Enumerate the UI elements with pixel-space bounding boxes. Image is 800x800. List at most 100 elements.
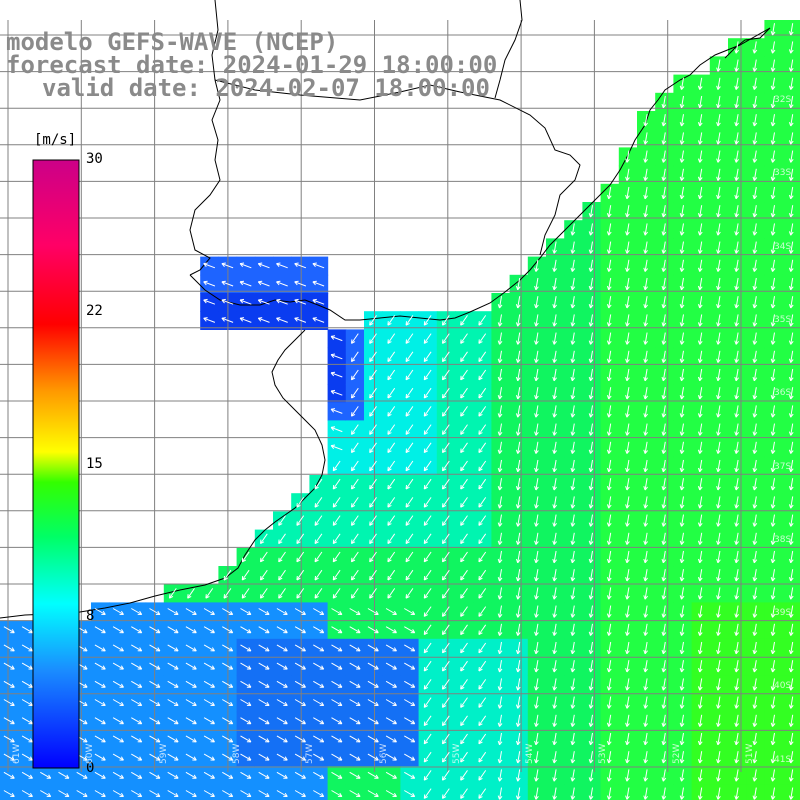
wind-arrow (497, 496, 503, 509)
wind-arrow (716, 732, 721, 746)
wind-arrow (716, 587, 721, 600)
wind-arrow (94, 790, 106, 797)
wind-arrow (697, 150, 703, 163)
wind-arrow (606, 550, 612, 564)
wind-arrow (588, 423, 594, 436)
wind-arrow (570, 368, 576, 382)
wind-arrow (534, 350, 539, 363)
wind-arrow (643, 696, 648, 709)
latitude-label: 38S (774, 534, 792, 545)
wind-arrow (257, 317, 270, 323)
wind-arrow (185, 662, 197, 670)
wind-arrow (258, 790, 270, 797)
wind-arrow (570, 641, 576, 655)
wind-arrow (349, 790, 361, 797)
wind-arrow (788, 314, 794, 327)
wind-arrow (3, 626, 15, 634)
wind-arrow (643, 569, 648, 582)
wind-arrow (442, 733, 450, 745)
wind-arrow (625, 732, 630, 746)
wind-arrow (679, 623, 685, 636)
wind-arrow (752, 314, 758, 327)
wind-arrow (788, 714, 794, 727)
wind-arrow (312, 262, 325, 269)
wind-arrow (625, 532, 630, 545)
wind-arrow (697, 241, 703, 254)
wind-arrow (258, 644, 270, 652)
wind-arrow (716, 605, 721, 618)
wind-arrow (606, 514, 612, 527)
wind-arrow (442, 715, 450, 727)
wind-arrow (167, 662, 179, 670)
wind-arrow (734, 95, 739, 109)
wind-arrow (276, 662, 288, 670)
wind-arrow (185, 790, 197, 797)
wind-arrow (788, 532, 794, 545)
wind-arrow (697, 441, 703, 454)
wind-arrow (351, 569, 359, 581)
wind-arrow (313, 717, 325, 725)
wind-arrow (222, 717, 234, 725)
latitude-label: 32S (774, 95, 792, 105)
wind-arrow (222, 680, 234, 688)
wind-arrow (497, 350, 503, 363)
wind-arrow (661, 478, 667, 491)
wind-arrow (497, 387, 503, 400)
wind-arrow (351, 588, 359, 599)
wind-arrow (534, 623, 539, 636)
wind-speed-cell (345, 784, 365, 800)
wind-arrow (588, 623, 594, 636)
wind-arrow (149, 771, 161, 779)
wind-arrow (788, 423, 794, 436)
wind-arrow (625, 332, 630, 345)
wind-arrow (332, 497, 341, 508)
wind-arrow (661, 387, 667, 400)
wind-arrow (478, 460, 487, 472)
wind-arrow (588, 660, 594, 673)
wind-arrow (296, 588, 305, 599)
wind-arrow (497, 368, 503, 382)
wind-arrow (552, 532, 557, 545)
wind-arrow (460, 369, 468, 381)
wind-arrow (716, 223, 721, 236)
wind-arrow (423, 588, 432, 599)
wind-arrow (167, 644, 179, 652)
wind-arrow (203, 735, 215, 743)
wind-arrow (752, 732, 758, 746)
wind-arrow (679, 114, 685, 127)
wind-arrow (478, 442, 487, 454)
wind-arrow (697, 660, 703, 673)
wind-arrow (661, 114, 667, 127)
wind-arrow (734, 314, 739, 327)
wind-arrow (258, 735, 270, 743)
wind-arrow (423, 551, 432, 563)
wind-arrow (369, 424, 377, 435)
wind-speed-cell (54, 784, 74, 800)
wind-arrow (697, 114, 703, 127)
wind-arrow (405, 478, 414, 490)
wind-arrow (515, 641, 521, 655)
wind-arrow (239, 317, 252, 323)
wind-arrow (734, 223, 739, 236)
wind-arrow (570, 587, 576, 600)
wind-arrow (351, 442, 359, 454)
wind-arrow (661, 769, 667, 782)
valid-date: valid date: 2024-02-07 18:00:00 (42, 74, 490, 102)
wind-arrow (606, 769, 612, 782)
wind-arrow (752, 223, 758, 236)
wind-arrow (588, 205, 594, 218)
wind-arrow (697, 550, 703, 564)
wind-arrow (442, 406, 450, 417)
wind-arrow (21, 680, 33, 688)
wind-arrow (534, 496, 539, 509)
wind-arrow (588, 441, 594, 454)
wind-arrow (679, 77, 685, 90)
wind-arrow (661, 569, 667, 582)
wind-arrow (588, 587, 594, 600)
wind-arrow (167, 717, 179, 725)
wind-arrow (405, 387, 414, 399)
wind-arrow (752, 678, 758, 691)
colorbar-tick-30: 30 (86, 151, 103, 167)
wind-arrow (313, 771, 325, 779)
